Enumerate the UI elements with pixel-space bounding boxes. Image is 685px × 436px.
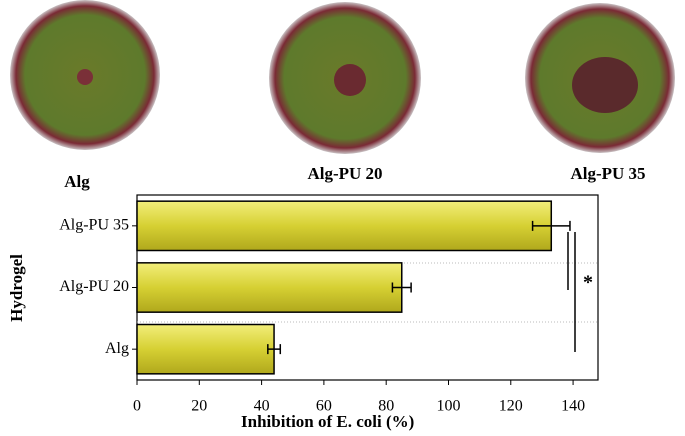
x-tick-label: 80 bbox=[378, 398, 394, 415]
bar bbox=[136, 262, 403, 313]
x-tick-label: 40 bbox=[254, 398, 270, 415]
y-axis-label: Hydrogel bbox=[7, 254, 26, 322]
bar bbox=[136, 200, 553, 252]
x-tick-label: 140 bbox=[561, 398, 585, 415]
photo-label: Alg bbox=[64, 172, 90, 191]
photo-label: Alg-PU 20 bbox=[307, 164, 382, 183]
x-tick-label: 20 bbox=[191, 398, 207, 415]
photo-label: Alg-PU 35 bbox=[570, 164, 645, 183]
error-bar bbox=[267, 344, 282, 355]
error-bar bbox=[531, 220, 571, 231]
x-tick-label: 100 bbox=[436, 398, 460, 415]
x-tick-label: 120 bbox=[499, 398, 523, 415]
dish-alg-pu20 bbox=[269, 2, 421, 154]
y-tick-label: Alg bbox=[105, 340, 129, 357]
dish-alg-pu35 bbox=[525, 3, 675, 153]
y-tick-label: Alg-PU 20 bbox=[59, 278, 129, 295]
x-tick-label: 0 bbox=[133, 398, 141, 415]
x-tick-label: 60 bbox=[316, 398, 332, 415]
y-tick-label: Alg-PU 35 bbox=[59, 217, 129, 234]
dish-alg bbox=[10, 0, 160, 150]
bar bbox=[136, 323, 275, 375]
annotation: * bbox=[583, 272, 593, 294]
error-bar bbox=[391, 282, 412, 293]
x-axis-label: Inhibition of E. coli (%) bbox=[241, 412, 414, 431]
